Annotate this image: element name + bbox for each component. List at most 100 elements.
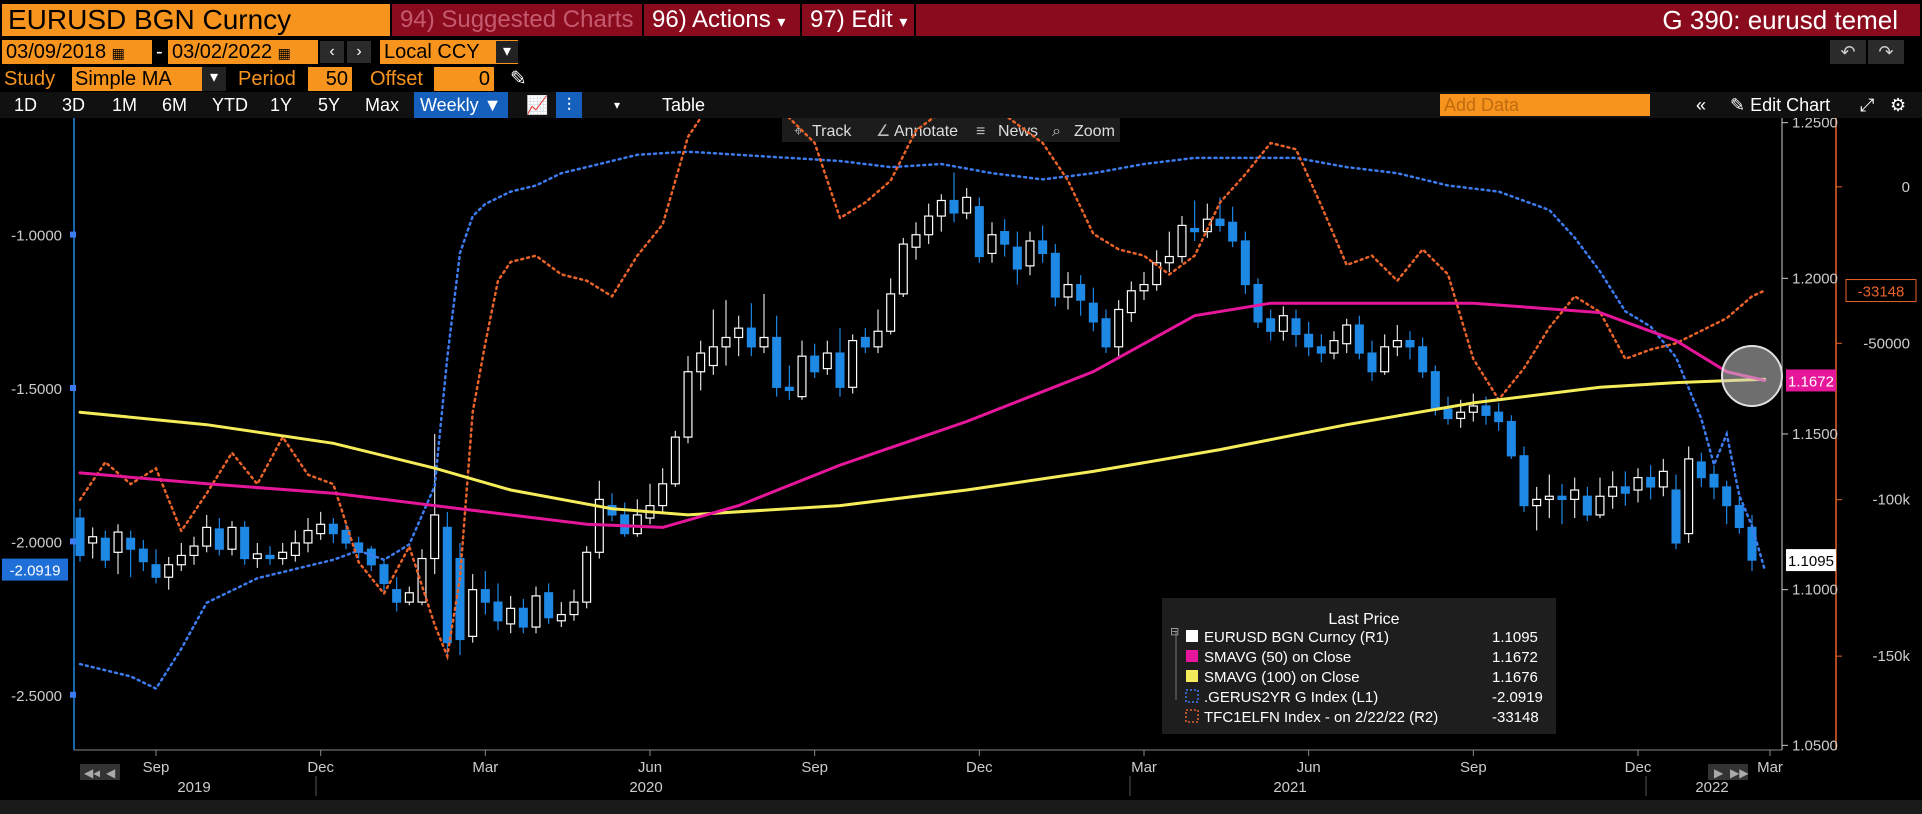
end-date-field[interactable]: 03/02/2022 ▦: [168, 40, 318, 64]
scroll-back-button[interactable]: [100, 764, 120, 780]
currency-select[interactable]: Local CCY: [380, 40, 518, 64]
candle-body: [759, 336, 769, 348]
sma50-last-value-tag-label: 1.1672: [1788, 373, 1834, 390]
range-5y-button[interactable]: 5Y: [318, 95, 341, 115]
candle: [734, 315, 744, 357]
candle-body: [113, 531, 123, 553]
candle-body: [430, 514, 440, 560]
calendar-icon[interactable]: ▦: [277, 45, 291, 61]
scroll-start-button[interactable]: [80, 764, 100, 780]
range-6m-button[interactable]: 6M: [162, 95, 188, 115]
candle: [1291, 309, 1301, 347]
legend-swatch: [1186, 630, 1198, 642]
study-select[interactable]: Simple MA: [72, 67, 202, 91]
range-1d-button[interactable]: 1D: [14, 95, 38, 115]
suggested-charts-menu[interactable]: 94) Suggested Charts: [400, 6, 634, 33]
range-1y-button[interactable]: 1Y: [270, 95, 293, 115]
candle-body: [392, 589, 402, 603]
range-max-button[interactable]: Max: [365, 95, 400, 115]
candle: [189, 536, 199, 565]
candle-chart-icon[interactable]: ⫶: [556, 92, 582, 118]
edit-chart-button[interactable]: ✎ Edit Chart: [1730, 92, 1830, 118]
candle-body: [987, 234, 997, 255]
candle-body: [1240, 240, 1250, 286]
candle: [1012, 231, 1022, 285]
redo-button[interactable]: ↷: [1868, 40, 1904, 64]
annotate-icon[interactable]: ∠: [876, 123, 890, 140]
edit-chart-label: Edit Chart: [1750, 95, 1831, 115]
zoom-button[interactable]: Zoom: [1074, 123, 1115, 140]
offset-input[interactable]: 0: [434, 67, 494, 91]
interval-select[interactable]: Weekly ▼: [414, 92, 508, 118]
candle-body: [1582, 495, 1592, 516]
candle: [569, 589, 579, 621]
news-button[interactable]: News: [998, 123, 1038, 140]
next-period-button[interactable]: ›: [347, 41, 371, 63]
legend-collapse-icon[interactable]: ⊟: [1170, 626, 1179, 638]
actions-menu[interactable]: 96) Actions ▾: [652, 4, 785, 36]
candle: [1696, 452, 1706, 487]
track-icon[interactable]: ⌖: [794, 123, 803, 140]
candle: [1088, 287, 1098, 332]
edit-menu[interactable]: 97) Edit ▾: [810, 4, 907, 36]
prev-period-button[interactable]: ‹: [320, 41, 344, 63]
r2-tick-label: 0: [1902, 179, 1910, 196]
collapse-icon[interactable]: «: [1696, 95, 1707, 115]
candle: [1709, 465, 1719, 500]
pencil-icon[interactable]: ✎: [510, 68, 527, 90]
scroll-fwd-button[interactable]: [1708, 764, 1728, 780]
candle: [1342, 318, 1352, 354]
candle: [1620, 471, 1630, 506]
zoom-icon[interactable]: ⌕: [1052, 123, 1061, 140]
candle: [1595, 477, 1605, 519]
period-input[interactable]: 50: [308, 67, 352, 91]
candle: [1101, 309, 1111, 354]
price-last-value-tag: 1.1095: [1786, 549, 1836, 572]
undo-button[interactable]: ↶: [1830, 40, 1866, 64]
forward-icon: ▶: [1714, 766, 1724, 780]
left-tick-mark: [70, 538, 76, 545]
range-3d-button[interactable]: 3D: [62, 95, 86, 115]
chart-settings-icon[interactable]: ⤢: [1860, 95, 1875, 115]
add-data-input[interactable]: Add Data: [1440, 94, 1650, 116]
candle-body: [240, 526, 250, 560]
chart-type-caret-icon[interactable]: ▾: [614, 98, 621, 112]
news-icon[interactable]: ≡: [976, 123, 985, 140]
candle-body: [1456, 411, 1466, 420]
price-axis-ticks: 1.2500 1.2000 1.1500 1.1000 1.0500: [1782, 115, 1838, 754]
candle-body: [1202, 218, 1212, 233]
candle-body: [1177, 224, 1187, 258]
security-field[interactable]: EURUSD BGN Curncy: [2, 4, 390, 36]
currency-caret-icon[interactable]: ▾: [496, 41, 518, 63]
range-ytd-button[interactable]: YTD: [212, 95, 248, 115]
candle-body: [417, 557, 427, 603]
scroll-end-button[interactable]: [1728, 764, 1748, 780]
price-tick-label: 1.1000: [1792, 582, 1838, 599]
candle: [1266, 309, 1276, 341]
current-price-marker[interactable]: [1721, 345, 1783, 407]
line-chart-icon[interactable]: 📈: [526, 95, 549, 115]
study-caret-icon[interactable]: ▾: [202, 67, 226, 91]
candle-body: [1329, 340, 1339, 354]
calendar-icon[interactable]: ▦: [111, 45, 125, 61]
price-chart[interactable]: ⌖ Track ∠ Annotate ≡ News ⌕ Zoom -1.0000…: [0, 88, 1922, 814]
table-button[interactable]: Table: [662, 95, 706, 115]
r2-tick-label: -150k: [1872, 648, 1910, 665]
start-date-field[interactable]: 03/09/2018 ▦: [2, 40, 152, 64]
candle: [1114, 300, 1124, 360]
candle: [1658, 458, 1668, 497]
range-1m-button[interactable]: 1M: [112, 95, 138, 115]
candle: [582, 546, 592, 609]
candle: [1392, 325, 1402, 357]
candle: [670, 430, 680, 487]
x-month-label: Jun: [1297, 759, 1321, 776]
candle-body: [1443, 408, 1453, 420]
track-button[interactable]: Track: [812, 123, 852, 140]
candle: [556, 602, 566, 628]
candle-body: [126, 537, 136, 550]
candle: [430, 434, 440, 575]
gear-icon[interactable]: ⚙: [1890, 95, 1907, 115]
left-tick-label: -2.0000: [11, 534, 62, 551]
annotate-button[interactable]: Annotate: [894, 123, 958, 140]
candle-body: [898, 243, 908, 295]
